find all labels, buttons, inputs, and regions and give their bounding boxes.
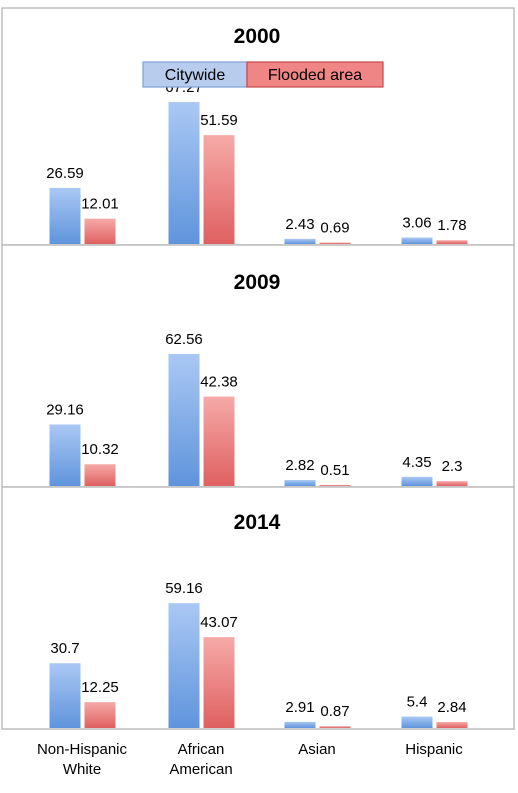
bar-flooded-1 — [84, 702, 116, 728]
data-label-flooded-1: 12.25 — [81, 679, 119, 696]
bar-citywide-3 — [284, 480, 316, 486]
bar-flooded-4 — [436, 481, 468, 486]
data-label-flooded-2: 42.38 — [200, 374, 238, 391]
data-label-citywide-1: 26.59 — [46, 165, 84, 182]
data-label-citywide-2: 62.56 — [165, 331, 203, 348]
legend: Citywide Flooded area — [142, 61, 384, 88]
legend-label-flooded: Flooded area — [268, 67, 362, 84]
data-label-flooded-1: 10.32 — [81, 441, 119, 458]
data-label-citywide-4: 3.06 — [402, 215, 431, 232]
bar-citywide-4 — [401, 237, 433, 244]
bar-citywide-2 — [168, 603, 200, 728]
x-tick-label-1: Non-Hispanic — [37, 741, 128, 758]
data-label-flooded-3: 0.87 — [320, 703, 349, 720]
data-label-flooded-1: 12.01 — [81, 196, 119, 213]
bar-citywide-1 — [49, 424, 81, 486]
panel-title: 2009 — [234, 271, 281, 294]
bar-citywide-3 — [284, 721, 316, 728]
x-tick-label-2: American — [169, 761, 232, 778]
bar-citywide-4 — [401, 716, 433, 728]
panel-frame — [1, 486, 515, 730]
bar-citywide-3 — [284, 238, 316, 244]
panel-frame — [1, 7, 515, 246]
panel-title: 2014 — [234, 511, 281, 534]
bar-flooded-4 — [436, 722, 468, 728]
data-label-flooded-2: 43.07 — [200, 614, 238, 631]
data-label-flooded-4: 2.3 — [442, 458, 463, 475]
bar-citywide-1 — [49, 187, 81, 244]
data-label-flooded-3: 0.51 — [320, 462, 349, 479]
data-label-citywide-3: 2.91 — [285, 699, 314, 716]
bar-flooded-3 — [319, 242, 351, 244]
bar-flooded-4 — [436, 240, 468, 244]
bar-flooded-3 — [319, 484, 351, 486]
x-tick-label-4: Hispanic — [405, 741, 463, 758]
x-tick-label-3: Asian — [298, 741, 336, 758]
bar-citywide-4 — [401, 476, 433, 486]
legend-swatch-flooded — [246, 61, 384, 88]
data-label-citywide-3: 2.43 — [285, 216, 314, 233]
data-label-citywide-4: 5.4 — [407, 694, 428, 711]
bar-flooded-2 — [203, 637, 235, 728]
bar-citywide-1 — [49, 663, 81, 728]
bar-citywide-2 — [168, 102, 200, 244]
data-label-citywide-3: 2.82 — [285, 457, 314, 474]
bar-citywide-2 — [168, 353, 200, 486]
data-label-flooded-3: 0.69 — [320, 220, 349, 237]
panel-2009: 2009 29.16 62.56 2.82 4.35 10.32 42.38 0.51 2.3 — [1, 244, 515, 488]
panel-title: 2000 — [234, 25, 281, 48]
data-label-flooded-4: 1.78 — [437, 217, 466, 234]
x-axis-labels: Non-Hispanic White African American Asian His… — [37, 741, 463, 778]
data-label-citywide-1: 29.16 — [46, 401, 84, 418]
x-tick-label-2: African — [178, 741, 225, 758]
bar-flooded-1 — [84, 464, 116, 486]
legend-label-citywide: Citywide — [165, 67, 226, 84]
bar-flooded-2 — [203, 135, 235, 244]
bar-flooded-2 — [203, 396, 235, 486]
panel-frame — [1, 244, 515, 488]
panel-2014: 2014 30.7 59.16 2.91 5.4 12.25 43.07 0.87 2.84 — [1, 486, 515, 730]
data-label-flooded-4: 2.84 — [437, 699, 466, 716]
data-label-citywide-2: 59.16 — [165, 580, 203, 597]
bar-flooded-3 — [319, 726, 351, 728]
data-label-flooded-2: 51.59 — [200, 112, 238, 129]
data-label-citywide-1: 30.7 — [50, 640, 79, 657]
data-label-citywide-4: 4.35 — [402, 454, 431, 471]
bar-flooded-1 — [84, 218, 116, 244]
x-tick-label-1: White — [63, 761, 101, 778]
